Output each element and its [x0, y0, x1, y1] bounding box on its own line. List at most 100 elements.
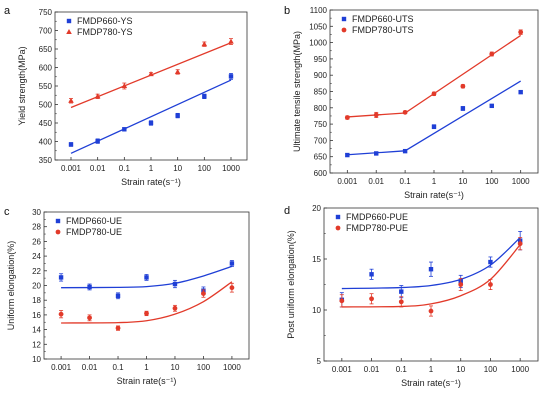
panel-letter: b: [284, 5, 290, 17]
x-tick-label: 0.001: [51, 363, 72, 372]
x-tick-label: 0.1: [396, 365, 408, 374]
y-tick-label: 14: [32, 326, 41, 335]
y-tick-label: 5: [317, 357, 322, 366]
x-tick-label: 1: [144, 363, 149, 372]
y-tick-label: 450: [39, 119, 53, 128]
data-point: [175, 113, 180, 118]
y-axis-label: Ultimate tensile strength(MPa): [292, 31, 302, 152]
legend-marker: [55, 218, 61, 224]
x-tick-label: 0.001: [337, 177, 358, 186]
y-tick-label: 20: [312, 204, 321, 213]
y-tick-label: 700: [39, 27, 53, 36]
panel-b: b6006507007508008509009501000105011000.0…: [284, 5, 539, 200]
y-tick-label: 16: [32, 311, 41, 320]
y-tick-label: 30: [32, 208, 41, 217]
data-point: [68, 142, 74, 147]
x-tick-label: 100: [198, 164, 212, 173]
panel-d: d 5 10 15 20 0.001 0.01 0.1 1 10 100 1000 Strain rat…: [284, 204, 539, 388]
data-point: [87, 284, 92, 290]
legend-label: FMDP780-UE: [66, 227, 122, 237]
data-point: [172, 281, 178, 287]
x-tick-label: 10: [458, 177, 467, 186]
data-point: [202, 94, 207, 99]
y-tick-label: 12: [32, 340, 41, 349]
legend-label: FMDP780-YS: [77, 27, 133, 37]
data-point: [373, 112, 379, 118]
data-point: [339, 298, 345, 304]
x-tick-label: 10: [456, 365, 465, 374]
y-tick-label: 400: [39, 138, 53, 147]
y-tick-label: 850: [314, 88, 328, 97]
data-point: [489, 51, 495, 57]
data-point: [115, 293, 121, 298]
data-point: [144, 311, 149, 316]
data-point: [229, 261, 235, 266]
x-tick-label: 0.01: [90, 164, 106, 173]
fit-curve: [341, 244, 521, 308]
data-point: [369, 272, 374, 277]
legend-marker: [66, 18, 72, 24]
y-tick-label: 18: [32, 296, 41, 305]
data-point: [517, 241, 523, 247]
fit-curve: [61, 265, 233, 289]
series-FMDP780-YS: FMDP780-YS: [66, 27, 234, 109]
x-tick-label: 100: [197, 363, 211, 372]
data-point: [399, 289, 404, 294]
x-tick-label: 1: [432, 177, 437, 186]
data-point: [94, 93, 101, 99]
data-point: [174, 68, 181, 74]
x-tick-label: 1000: [511, 365, 529, 374]
y-tick-label: 350: [39, 156, 53, 165]
data-point: [488, 282, 493, 287]
y-axis-label: Uniform elongation(%): [6, 241, 16, 331]
y-tick-label: 950: [314, 55, 328, 64]
data-point: [201, 291, 206, 296]
legend-marker: [335, 214, 341, 220]
data-point: [518, 29, 524, 35]
x-axis-label: Strain rate(s⁻¹): [121, 177, 181, 187]
data-point: [431, 124, 437, 129]
legend-marker: [66, 29, 72, 34]
y-tick-label: 700: [314, 136, 328, 145]
series-FMDP660-UE: FMDP660-UE: [55, 216, 235, 300]
legend-label: FMDP660-YS: [77, 16, 133, 26]
data-point: [402, 148, 408, 154]
panel-letter: a: [4, 5, 11, 17]
data-point: [87, 315, 92, 321]
data-point: [489, 103, 494, 109]
x-tick-label: 0.1: [119, 164, 131, 173]
x-tick-label: 1000: [223, 363, 241, 372]
data-point: [121, 83, 128, 88]
x-tick-label: 0.1: [400, 177, 412, 186]
data-point: [201, 41, 208, 47]
y-tick-label: 500: [39, 101, 53, 110]
x-axis-label: Strain rate(s⁻¹): [401, 378, 461, 388]
y-tick-label: 10: [312, 306, 321, 315]
series-FMDP660-YS: FMDP660-YS: [66, 16, 234, 154]
data-point: [460, 83, 466, 89]
data-point: [229, 285, 235, 291]
data-point: [398, 299, 404, 305]
x-tick-label: 1: [149, 164, 154, 173]
legend-label: FMDP780-PUE: [346, 223, 408, 233]
series-FMDP660-UTS: FMDP660-UTS: [341, 14, 523, 158]
series-FMDP780-UE: FMDP780-UE: [55, 227, 235, 331]
data-point: [518, 89, 523, 95]
data-point: [122, 127, 127, 132]
data-point: [374, 151, 379, 156]
x-tick-label: 1000: [512, 177, 530, 186]
legend-label: FMDP660-UE: [66, 216, 122, 226]
x-tick-label: 1000: [222, 164, 240, 173]
data-point: [148, 120, 154, 126]
y-tick-label: 750: [39, 8, 53, 17]
data-point: [172, 305, 178, 311]
data-point: [58, 311, 64, 317]
y-tick-label: 650: [39, 45, 53, 54]
legend-label: FMDP780-UTS: [352, 25, 414, 35]
legend-marker: [335, 225, 341, 231]
series-FMDP780-UTS: FMDP780-UTS: [341, 25, 524, 120]
x-tick-label: 0.001: [61, 164, 82, 173]
data-point: [115, 325, 121, 331]
y-tick-label: 1050: [309, 22, 327, 31]
y-axis-label: Post uniform elongation(%): [286, 230, 296, 339]
